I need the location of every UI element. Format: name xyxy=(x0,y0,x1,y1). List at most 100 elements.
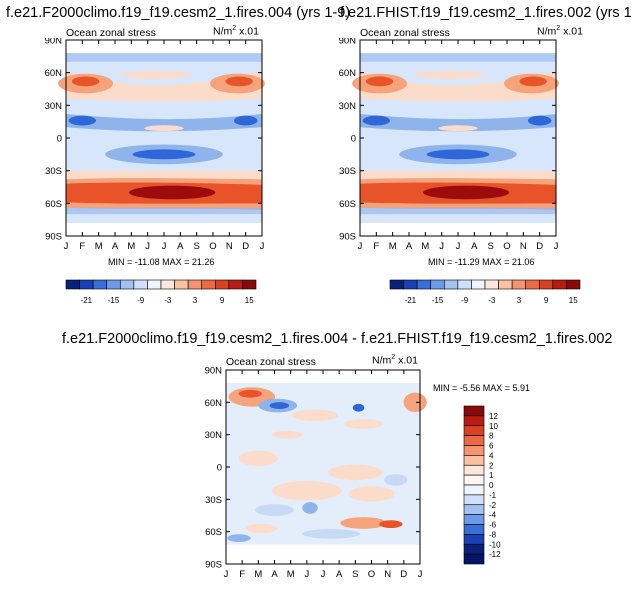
chart1-ytick-label: 30S xyxy=(45,166,62,177)
chart1-colorbar-label: 15 xyxy=(245,296,254,305)
chart2-xtick-label: J xyxy=(358,241,363,252)
chart1-stats: MIN = -11.08 MAX = 21.26 xyxy=(108,257,215,267)
chart2-colorbar-swatch xyxy=(403,279,418,290)
chart3-xtick-label: A xyxy=(271,569,278,580)
chart3-colorbar-label: 1 xyxy=(489,471,494,480)
chart2-colorbar-label: 9 xyxy=(544,296,549,305)
chart2-colorbar-label: -9 xyxy=(461,296,469,305)
chart3-xtick-label: N xyxy=(384,569,391,580)
chart3-colorbar-swatch xyxy=(463,474,485,486)
chart1-band-trades-s-core xyxy=(132,149,196,160)
chart3-colorbar-swatch xyxy=(463,415,485,427)
chart3-colorbar-swatch xyxy=(463,435,485,446)
chart1-xtick-label: A xyxy=(177,241,184,252)
chart1-plot-area xyxy=(58,40,265,236)
chart2-xtick-label: M xyxy=(421,241,429,252)
chart2-xtick-label: A xyxy=(406,241,413,252)
chart1-xtick-label: O xyxy=(209,241,216,252)
chart2-colorbar-swatch xyxy=(538,279,554,290)
chart1-units: N/m2 x.01 xyxy=(213,25,259,38)
chart1-colorbar-swatch xyxy=(119,279,135,290)
chart3-anomaly-1 xyxy=(238,389,262,398)
chart3-xtick-label: A xyxy=(336,569,343,580)
chart2-ytick-label: 0 xyxy=(351,134,356,145)
chart3-anomaly-20 xyxy=(227,534,251,543)
chart3-anomaly-14 xyxy=(255,504,294,516)
chart3-colorbar-label: -1 xyxy=(489,491,497,500)
chart3-anomaly-17 xyxy=(379,520,403,529)
chart3-colorbar-label: 4 xyxy=(489,451,494,460)
chart3-anomaly-13 xyxy=(384,474,408,486)
chart2-band-nh-west-core xyxy=(365,76,394,87)
chart1-xtick-label: F xyxy=(79,241,85,252)
chart2-band-sh-outer xyxy=(360,170,556,182)
chart3-anomaly-8 xyxy=(344,419,383,429)
chart2-colorbar-label: -21 xyxy=(405,296,417,305)
chart3-colorbar-label: 6 xyxy=(489,442,494,451)
chart1-xtick-label: J xyxy=(145,241,150,252)
chart2-colorbar-swatch xyxy=(471,279,486,290)
chart2-xtick-label: O xyxy=(503,241,510,252)
chart3-units: N/m2 x.01 xyxy=(372,354,418,367)
chart3-xtick-label: J xyxy=(224,569,229,580)
chart1-xtick-label: M xyxy=(127,241,135,252)
chart1-colorbar-label: -9 xyxy=(137,296,145,305)
chart2-colorbar-swatch xyxy=(566,279,581,290)
chart3-colorbar-swatch xyxy=(463,514,485,525)
chart2-stats: MIN = -11.29 MAX = 21.06 xyxy=(428,257,535,267)
chart2-colorbar-swatch xyxy=(443,279,459,290)
chart3-colorbar-swatch xyxy=(463,405,485,417)
chart3-ytick-label: 30S xyxy=(205,495,222,506)
chart1-colorbar-label: 9 xyxy=(220,296,225,305)
chart2-ytick-label: 90S xyxy=(339,232,356,243)
chart2-band-nh-summer xyxy=(414,70,486,79)
chart1-ytick-label: 0 xyxy=(57,134,62,145)
chart2-band-trades-s-core xyxy=(426,149,490,160)
chart2-units: N/m2 x.01 xyxy=(537,25,583,38)
chart3-ytick-label: 0 xyxy=(217,463,222,474)
chart1-title: f.e21.F2000climo.f19_f19.cesm2_1.fires.0… xyxy=(6,5,351,21)
chart2-colorbar-label: 15 xyxy=(569,296,578,305)
chart3-anomaly-6 xyxy=(291,409,339,422)
chart1-colorbar-label: 3 xyxy=(193,296,198,305)
chart1-xtick-label: A xyxy=(112,241,119,252)
chart2-xtick-label: M xyxy=(389,241,397,252)
chart2-band-arctic xyxy=(360,53,556,62)
chart1-colorbar-label: -15 xyxy=(108,296,120,305)
chart2-colorbar-swatch xyxy=(498,279,513,290)
chart1-band-trades-n xyxy=(66,114,262,132)
chart1-colorbar-swatch xyxy=(228,279,243,290)
chart1-colorbar-swatch xyxy=(65,279,80,290)
chart3-xtick-label: F xyxy=(239,569,245,580)
chart3-colorbar-swatch xyxy=(463,445,485,456)
chart1-colorbar-swatch xyxy=(160,279,175,290)
chart2-band-nh-east-core xyxy=(519,76,547,87)
chart3-xtick-label: M xyxy=(287,569,295,580)
chart2-ytick-label: 30S xyxy=(339,166,356,177)
chart1-xtick-label: J xyxy=(260,241,265,252)
chart2-colorbar-swatch xyxy=(511,279,527,290)
chart3-colorbar-label: -6 xyxy=(489,521,497,530)
chart2-variable-label: Ocean zonal stress xyxy=(360,27,450,39)
chart2-title: f.e21.FHIST.f19_f19.cesm2_1.fires.002 (y… xyxy=(340,5,632,21)
chart3-variable-label: Ocean zonal stress xyxy=(226,356,316,368)
chart3-xtick-label: J xyxy=(418,569,423,580)
chart3-anomaly-10 xyxy=(328,464,383,481)
chart1-band-equator xyxy=(144,125,184,132)
chart1-colorbar-swatch xyxy=(201,279,216,290)
chart2-band-equator xyxy=(438,125,478,132)
chart1-band-nh-west-core xyxy=(71,76,100,87)
chart2-colorbar-swatch xyxy=(525,279,540,290)
chart3-anomaly-5 xyxy=(352,403,365,412)
chart1-band-sh-outer xyxy=(66,170,262,182)
chart3-colorbar-label: 0 xyxy=(489,481,494,490)
chart3-colorbar-swatch xyxy=(463,494,485,506)
chart2-xtick-label: J xyxy=(554,241,559,252)
chart2-band-trades-n-core-a xyxy=(362,115,391,126)
chart1-colorbar-swatch xyxy=(214,279,230,290)
chart1-xtick-label: J xyxy=(64,241,69,252)
chart1-colorbar-label: -3 xyxy=(164,296,172,305)
chart3-colorbar-label: -4 xyxy=(489,511,497,520)
